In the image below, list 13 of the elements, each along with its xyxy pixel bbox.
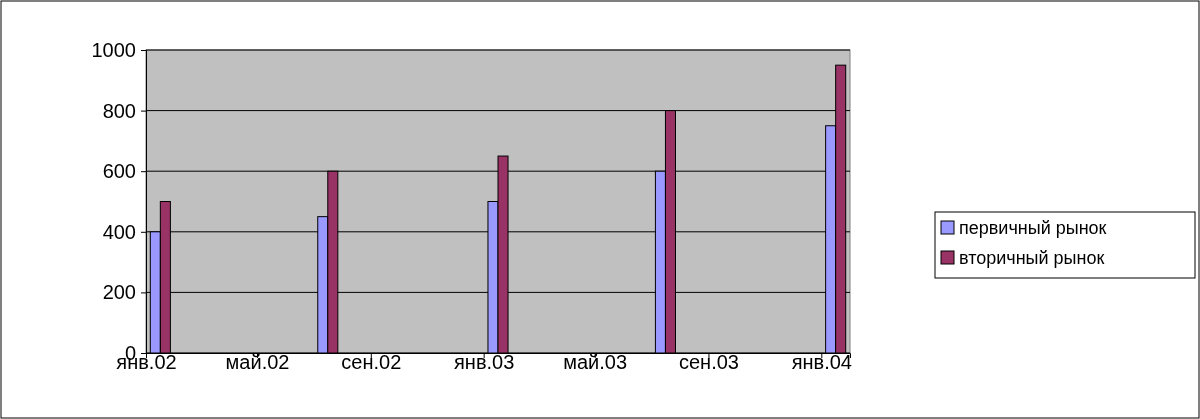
y-tick-label: 600: [102, 160, 136, 183]
y-tick-label: 800: [102, 99, 136, 122]
x-tick-label: май.02: [225, 351, 290, 373]
x-tick-label: янв.03: [454, 351, 515, 373]
x-tick-label: май.03: [563, 351, 628, 373]
x-tick-label: сен.03: [678, 351, 739, 373]
legend-label: вторичный рынок: [959, 248, 1105, 268]
x-tick-label: сен.02: [341, 351, 402, 373]
y-tick-label: 200: [102, 281, 136, 304]
y-tick-label: 400: [102, 220, 136, 243]
y-tick-label: 1000: [91, 38, 136, 61]
x-tick-label: янв.04: [791, 351, 852, 373]
legend-label: первичный рынок: [959, 218, 1107, 238]
